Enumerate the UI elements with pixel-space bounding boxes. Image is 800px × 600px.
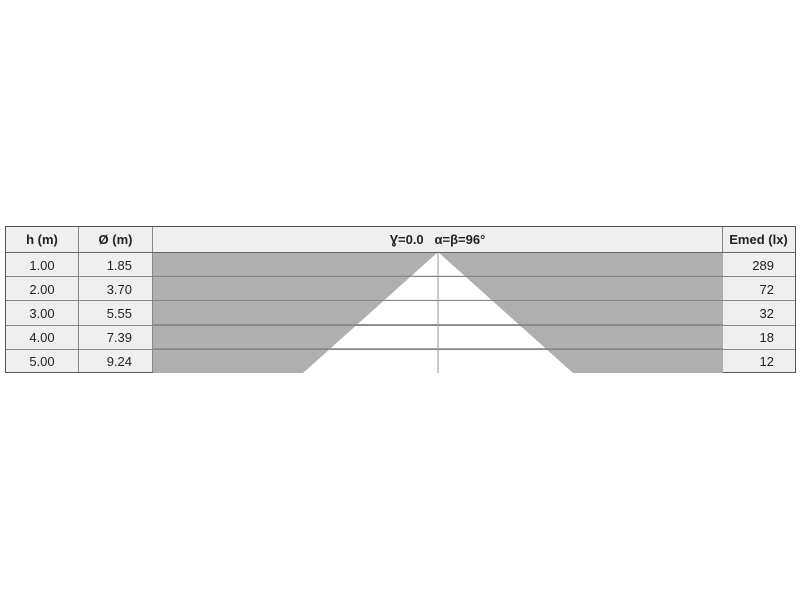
row-divider [6, 276, 795, 278]
photometric-table: h (m) Ø (m) Ɣ=0.0 α=β=96° Emed (lx) 1.00… [5, 226, 796, 373]
illuminance-cell: 18 [759, 330, 774, 346]
header-beam: Ɣ=0.0 α=β=96° [389, 232, 486, 247]
height-cell: 1.00 [29, 257, 55, 273]
diameter-cell: 5.55 [106, 305, 132, 321]
height-cell: 2.00 [29, 281, 55, 297]
column-divider [152, 227, 153, 372]
height-cell: 5.00 [29, 354, 55, 370]
column-divider [78, 227, 79, 372]
height-cell: 4.00 [29, 330, 55, 346]
row-divider [6, 348, 795, 350]
diameter-cell: 7.39 [106, 330, 132, 346]
header-diameter: Ø (m) [98, 232, 133, 247]
row-divider [6, 324, 795, 326]
illuminance-cell: 289 [752, 257, 774, 273]
header-illuminance: Emed (lx) [729, 232, 788, 247]
height-cell: 3.00 [29, 305, 55, 321]
header-height: h (m) [26, 232, 58, 247]
header-divider [6, 252, 795, 253]
row-divider [6, 300, 795, 302]
diameter-cell: 1.85 [106, 257, 132, 273]
illuminance-cell: 72 [759, 281, 774, 297]
beam-cone-diagram [153, 252, 723, 373]
illuminance-cell: 12 [759, 354, 774, 370]
diameter-cell: 3.70 [106, 281, 132, 297]
diameter-cell: 9.24 [106, 354, 132, 370]
illuminance-cell: 32 [759, 305, 774, 321]
